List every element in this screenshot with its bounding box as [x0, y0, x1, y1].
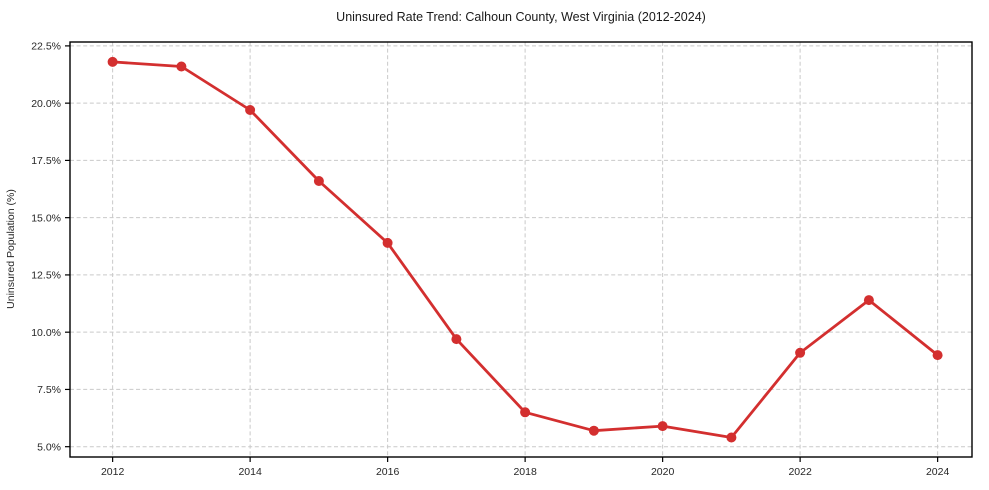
x-tick-label: 2012	[101, 466, 125, 478]
x-tick-label: 2014	[238, 466, 262, 478]
data-point-marker	[176, 61, 187, 72]
y-tick-label: 20.0%	[31, 98, 61, 110]
y-tick-label: 5.0%	[37, 441, 61, 453]
data-point-marker	[451, 334, 462, 345]
x-tick-label: 2022	[788, 466, 812, 478]
y-tick-label: 17.5%	[31, 155, 61, 167]
grid-layer	[70, 42, 972, 457]
data-point-marker	[382, 237, 393, 248]
y-tick-label: 15.0%	[31, 212, 61, 224]
chart-title: Uninsured Rate Trend: Calhoun County, We…	[336, 10, 706, 24]
y-tick-label: 12.5%	[31, 270, 61, 282]
data-point-marker	[245, 105, 256, 115]
data-point-marker	[520, 407, 531, 418]
data-point-marker	[657, 421, 668, 432]
x-tick-label: 2024	[926, 466, 950, 478]
data-point-marker	[313, 176, 324, 186]
plot-border	[69, 41, 973, 458]
x-tick-label: 2018	[513, 466, 537, 478]
y-tick-label: 22.5%	[31, 40, 61, 52]
x-tick-label: 2016	[376, 466, 400, 478]
data-point-marker	[863, 295, 874, 306]
y-tick-label: 10.0%	[31, 327, 61, 339]
axis-layer: 2012 2014 2016 2018 2020 2022 2024 5.0% 7.5% 10.0…	[31, 40, 973, 478]
data-point-marker	[795, 347, 806, 358]
x-tick-label: 2020	[651, 466, 675, 478]
data-point-marker	[588, 425, 599, 436]
data-point-marker	[932, 350, 943, 361]
y-axis-label: Uninsured Population (%)	[5, 189, 17, 309]
data-series-layer	[107, 56, 943, 443]
data-point-marker	[726, 432, 737, 443]
y-tick-label: 7.5%	[37, 384, 61, 396]
data-point-marker	[107, 56, 118, 67]
